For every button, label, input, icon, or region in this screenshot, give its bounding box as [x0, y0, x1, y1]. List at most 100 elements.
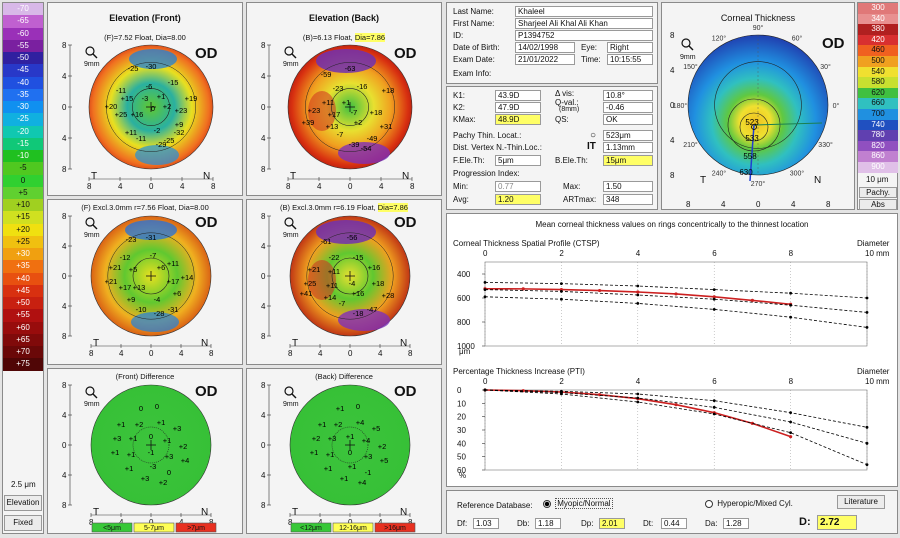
difference-legend-swatch: [290, 522, 332, 533]
df-field: 1.03: [473, 518, 499, 529]
zoom-icon[interactable]: [284, 217, 294, 227]
x-tick-label: 4: [721, 200, 726, 209]
elevation-value: +1: [324, 464, 333, 473]
reference-series-point: [636, 284, 640, 288]
df-label: Df:: [457, 519, 468, 528]
last-name-field[interactable]: Khaleel: [515, 6, 653, 17]
time-field[interactable]: 10:15:55: [607, 54, 653, 65]
elevation-value: +1: [318, 420, 327, 429]
fixed-scale-button[interactable]: Fixed: [4, 515, 42, 531]
nasal-letter: N: [201, 507, 208, 518]
thickness-ring: [739, 112, 769, 142]
elevation-value: -4: [349, 279, 356, 288]
y-tick-label: 8: [670, 171, 675, 180]
eye-field[interactable]: Right: [607, 42, 653, 53]
elevation-value: +18: [372, 279, 385, 288]
map-size-label: 9mm: [283, 401, 299, 408]
y-tick-label: 30: [457, 426, 466, 435]
myopic-radio[interactable]: Myopic/Normal: [543, 498, 613, 509]
scale-cell: -5: [3, 162, 43, 175]
middle-circle: [305, 62, 395, 152]
back-difference-panel: (Back) Difference OD 8 8 4 4 0 0 4 4 8 8 T N 9mm +1 0 +…: [246, 368, 442, 534]
elevation-value: +1: [342, 98, 351, 107]
elevation-value: 0: [149, 432, 153, 441]
id-field[interactable]: P1394752: [515, 30, 653, 41]
reference-series-point: [636, 293, 640, 297]
literature-button[interactable]: Literature: [837, 495, 885, 509]
pachy-button[interactable]: Pachy.: [859, 187, 897, 198]
elevation-mode-button[interactable]: Elevation: [4, 495, 42, 511]
id-label: ID:: [453, 31, 464, 40]
elevation-value: 0: [155, 402, 159, 411]
bele-field: 15μm: [603, 155, 653, 166]
scale-cell: +10: [3, 199, 43, 212]
x-tick-label: 0: [149, 349, 154, 358]
min-field: 0.77: [495, 181, 541, 192]
progression-index-label: Progression Index:: [453, 169, 520, 178]
k1-field: 43.9D: [495, 90, 541, 101]
first-name-field[interactable]: Sharjeel Ali Khal Ali Khan: [515, 18, 653, 29]
x-tick-label: 0: [149, 518, 154, 527]
hyperopic-radio[interactable]: Hyperopic/Mixed Cyl.: [705, 499, 793, 508]
reference-series-point: [865, 425, 869, 429]
x-tick-label: 8: [286, 182, 291, 191]
nasal-letter: N: [201, 338, 208, 349]
reference-database-label: Reference Database:: [457, 501, 533, 510]
abs-button[interactable]: Abs: [859, 199, 897, 210]
elevation-value: +1: [127, 450, 136, 459]
elevation-value: +11: [167, 259, 179, 268]
plus-zone: [308, 260, 336, 300]
zoom-icon-handle: [291, 224, 297, 230]
x-tick-label: 8: [408, 349, 413, 358]
front-difference-subtitle: (Front) Difference: [115, 372, 175, 381]
scale-cell: -70: [3, 3, 43, 16]
dt-label: Dt:: [643, 519, 654, 528]
elevation-value: +1: [346, 432, 355, 441]
y-tick-label: 4: [62, 134, 67, 143]
elevation-value: 0: [151, 104, 155, 113]
dob-field[interactable]: 14/02/1998: [515, 42, 575, 53]
patient-series-point: [636, 290, 640, 294]
zoom-icon[interactable]: [681, 38, 691, 48]
y-tick-label: 4: [261, 134, 266, 143]
profile-charts: Corneal Thickness Spatial Profile (CTSP)…: [453, 239, 890, 480]
zoom-icon[interactable]: [85, 386, 95, 396]
elevation-value: +14: [324, 293, 337, 302]
exam-date-field[interactable]: 21/01/2022: [515, 54, 575, 65]
zoom-icon[interactable]: [284, 386, 294, 396]
x-tick-label: 0: [348, 518, 353, 527]
corneal-thickness-map[interactable]: 90° 60° 30° 0° 330° 300° 270° 240° 210° 180° 150° 1…: [662, 3, 856, 211]
diameter-label: Diameter: [857, 239, 890, 248]
scale-cell: +65: [3, 333, 43, 346]
nasal-letter: N: [400, 507, 407, 518]
elevation-back-subtitle: (B)=6.13 Float, Dia=7.86: [247, 33, 441, 42]
elevation-value: +1: [348, 462, 357, 471]
radio-selected-icon: [543, 499, 551, 508]
zoom-icon[interactable]: [85, 217, 95, 227]
elevation-value: +1: [336, 404, 345, 413]
od-label: OD: [195, 214, 218, 231]
zoom-icon[interactable]: [284, 46, 294, 56]
kmax-label: KMax:: [453, 115, 476, 124]
x-tick-label: 6: [712, 377, 717, 386]
zoom-icon[interactable]: [85, 46, 95, 56]
elevation-value: -61: [321, 237, 332, 246]
y-tick-label: 0: [261, 272, 266, 281]
scale-cell: +45: [3, 284, 43, 297]
y-tick-label: 4: [62, 411, 67, 420]
patient-info-panel: Last Name: Khaleel First Name: Sharjeel …: [446, 2, 658, 84]
inner-circle: [331, 426, 369, 464]
temporal-letter: T: [91, 171, 97, 182]
x-tick-label: 4: [636, 249, 641, 258]
kmax-field: 48.9D: [495, 114, 541, 125]
elevation-value: +16: [131, 110, 144, 119]
elevation-front-title: Elevation (Front): [109, 13, 181, 23]
elevation-value: +21: [105, 277, 118, 286]
x-tick-label: 4: [636, 377, 641, 386]
